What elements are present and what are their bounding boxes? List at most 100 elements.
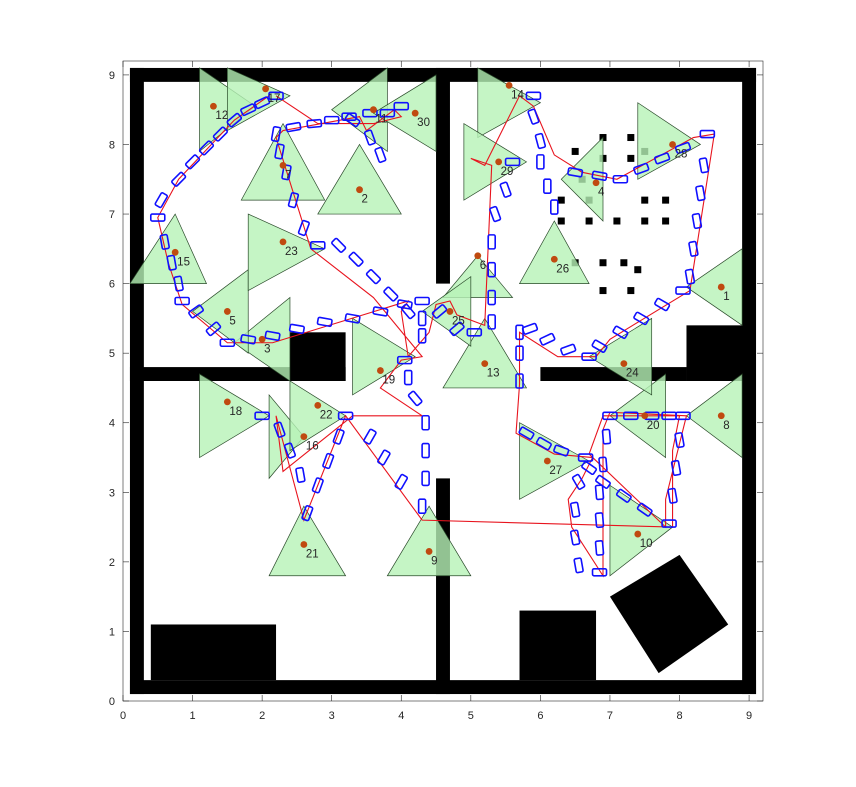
y-tick-label: 8 — [109, 139, 115, 151]
robot-pose-106 — [515, 373, 524, 389]
target-label-7: 7 — [285, 169, 291, 181]
targets-layer — [171, 81, 725, 555]
small-obstacle-2 — [571, 147, 579, 155]
robot-pose-18 — [264, 330, 281, 342]
robot-pose-23 — [396, 299, 413, 310]
robot-pose-47 — [374, 146, 387, 164]
target-label-2: 2 — [362, 194, 368, 206]
target-label-6: 6 — [480, 260, 486, 272]
target-point-13 — [481, 360, 489, 368]
y-tick-label: 5 — [109, 348, 115, 360]
small-obstacle-1 — [627, 134, 635, 142]
robot-pose-73 — [487, 234, 496, 250]
target-label-29: 29 — [501, 166, 514, 178]
viewpoints-layer — [129, 67, 743, 577]
target-label-21: 21 — [306, 548, 319, 560]
target-label-18: 18 — [229, 406, 242, 418]
robot-pose-126 — [674, 432, 685, 449]
robot-pose-91 — [695, 185, 706, 202]
viewpoint-triangle-1 — [685, 248, 743, 327]
target-label-8: 8 — [723, 420, 729, 432]
robot-pose-129 — [661, 519, 677, 528]
robot-pose-55 — [394, 473, 409, 490]
y-tick-label: 4 — [109, 418, 115, 430]
robot-pose-112 — [569, 501, 581, 518]
target-label-25: 25 — [452, 315, 465, 327]
robot-pose-11 — [166, 254, 177, 271]
y-tick-label: 2 — [109, 557, 115, 569]
small-obstacle-7 — [557, 196, 565, 204]
robot-pose-48 — [396, 355, 413, 365]
robot-pose-128 — [667, 487, 678, 504]
target-point-30 — [411, 109, 419, 117]
robot-pose-62 — [301, 505, 314, 522]
robot-pose-42 — [362, 108, 378, 118]
target-point-22 — [314, 401, 322, 409]
robot-pose-93 — [688, 240, 699, 257]
robot-pose-80 — [536, 154, 545, 170]
viewpoint-triangle-28 — [637, 102, 702, 180]
obstacle-block-3 — [519, 610, 597, 681]
robot-pose-132 — [595, 474, 611, 489]
target-point-8 — [717, 412, 725, 420]
robot-pose-99 — [591, 339, 608, 353]
robot-pose-21 — [344, 313, 361, 324]
viewpoint-triangle-22 — [289, 380, 347, 452]
viewpoint-triangle-24 — [588, 317, 653, 396]
x-tick-label: 7 — [607, 710, 613, 722]
robot-pose-116 — [594, 540, 605, 556]
viewpoint-triangle-7 — [240, 122, 326, 201]
robot-pose-71 — [487, 289, 496, 306]
target-label-27: 27 — [549, 465, 562, 477]
small-obstacle-15 — [662, 217, 670, 225]
x-tick-label: 6 — [537, 710, 543, 722]
viewpoint-triangle-9 — [386, 505, 472, 577]
target-label-20: 20 — [647, 420, 660, 432]
robot-pose-57 — [363, 428, 377, 445]
viewpoint-triangle-18 — [199, 373, 270, 459]
y-tick-label: 6 — [109, 279, 115, 291]
viewpoint-triangle-2 — [317, 143, 402, 215]
small-obstacle-20 — [599, 287, 607, 295]
robot-pose-27 — [400, 303, 416, 320]
robot-pose-28 — [383, 286, 399, 302]
small-obstacle-13 — [613, 217, 621, 225]
robot-pose-77 — [527, 108, 540, 125]
target-point-21 — [300, 541, 308, 548]
obstacles-layer — [150, 325, 750, 681]
robot-pose-43 — [379, 108, 396, 118]
robot-pose-54 — [417, 498, 427, 515]
target-label-9: 9 — [431, 555, 437, 567]
wall-5 — [436, 478, 450, 695]
target-point-14 — [505, 81, 513, 89]
robot-pose-100 — [581, 352, 597, 361]
robot-pose-94 — [684, 268, 696, 285]
target-label-11: 11 — [375, 114, 387, 126]
viewpoint-triangle-19 — [352, 317, 416, 396]
x-tick-label: 0 — [120, 710, 126, 722]
robot-pose-9 — [149, 213, 166, 222]
robot-pose-61 — [311, 477, 324, 494]
obstacle-block-2 — [150, 624, 277, 681]
robot-pose-40 — [323, 115, 340, 125]
robot-pose-50 — [407, 390, 423, 407]
robot-pose-95 — [675, 286, 691, 295]
rotated-obstacle — [609, 554, 729, 674]
robot-pose-85 — [612, 174, 629, 184]
robot-pose-109 — [553, 444, 570, 457]
robot-pose-31 — [331, 237, 347, 253]
small-obstacle-19 — [634, 266, 642, 274]
robot-pose-25 — [417, 310, 427, 327]
viewpoint-triangle-16 — [268, 393, 305, 480]
robot-pose-36 — [274, 143, 285, 160]
robot-pose-104 — [515, 324, 524, 341]
robot-pose-26 — [417, 327, 427, 344]
robot-pose-35 — [281, 164, 292, 181]
robot-pose-15 — [205, 321, 222, 337]
robot-pose-90 — [698, 157, 710, 174]
robot-pose-44 — [393, 101, 410, 111]
robot-pose-98 — [612, 325, 629, 340]
x-tick-label: 3 — [329, 710, 335, 722]
robot-pose-68 — [449, 321, 465, 337]
robot-pose-78 — [534, 132, 547, 150]
